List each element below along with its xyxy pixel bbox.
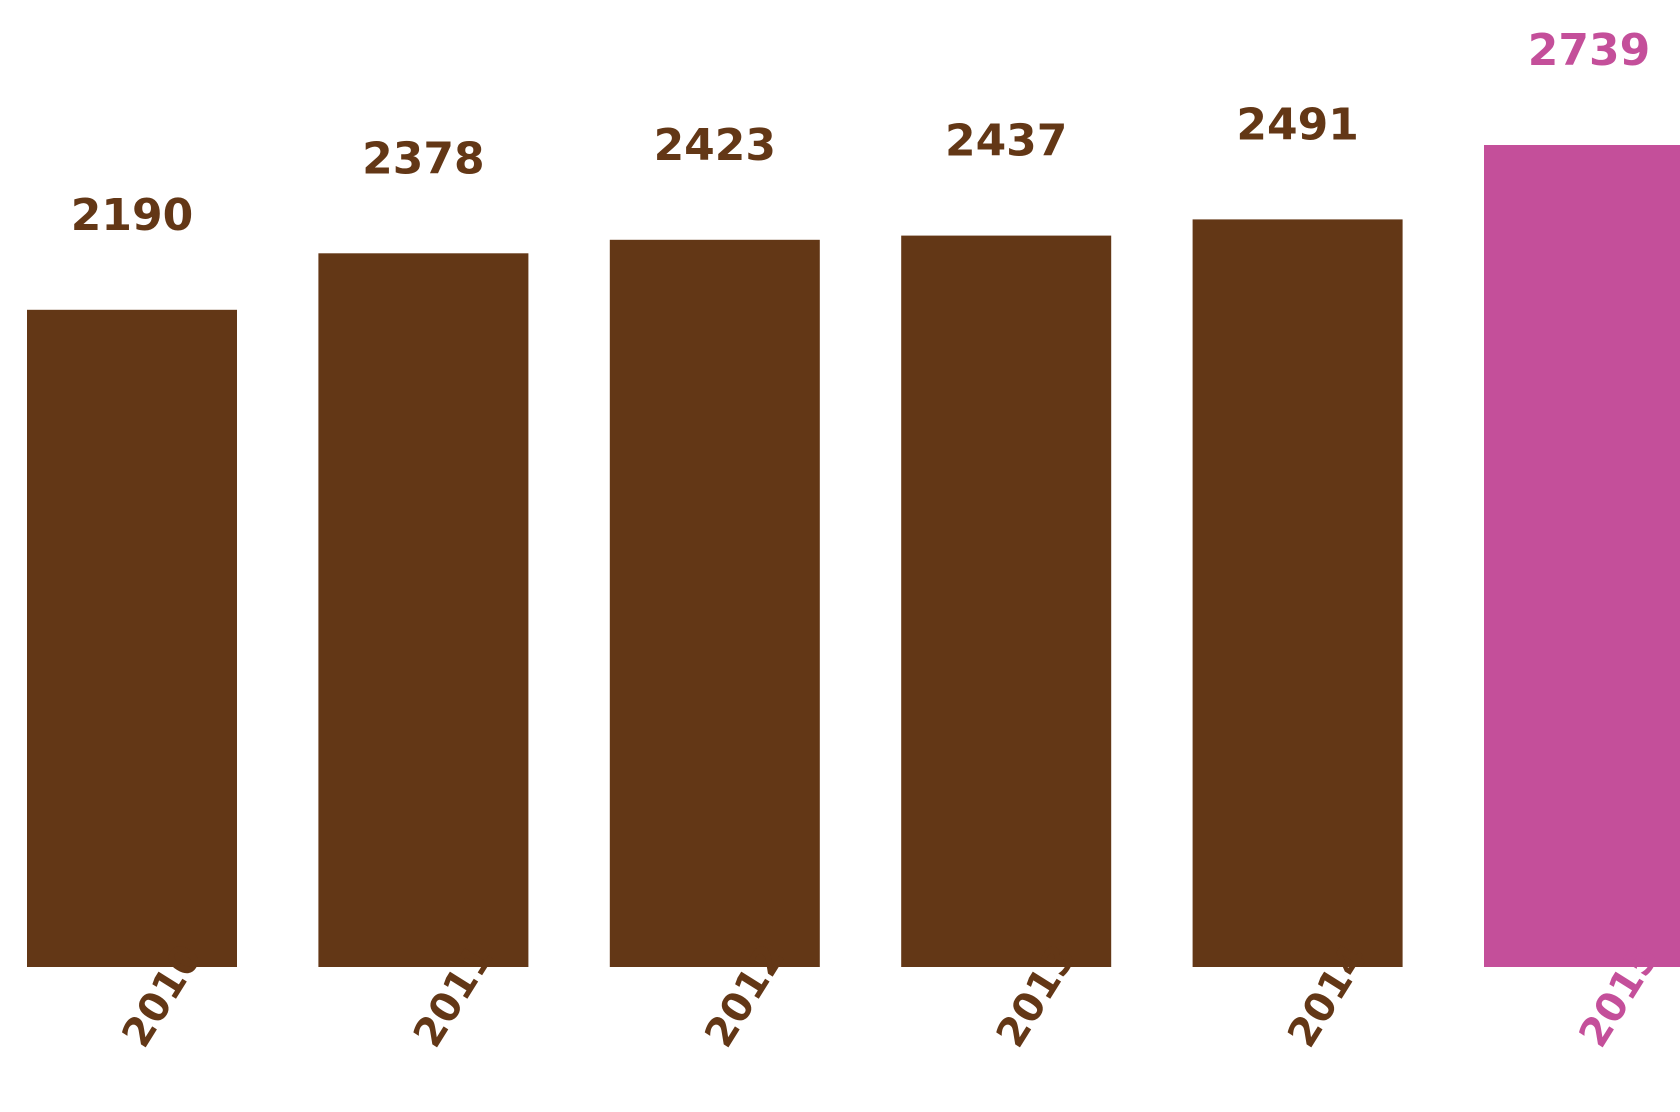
bar-2012: [609, 239, 820, 968]
value-label-2013: 2437: [945, 116, 1067, 167]
value-label-2012: 2423: [654, 120, 776, 171]
bars-group: [27, 145, 1680, 968]
bar-2010: [27, 309, 237, 967]
value-label-2014: 2491: [1236, 99, 1358, 150]
bar-2014: [1192, 219, 1403, 967]
value-label-2011: 2378: [362, 133, 484, 184]
bar-2013: [901, 235, 1112, 968]
value-labels-group: 2190 2378 2423 2437 2491 2739: [71, 25, 1650, 241]
bar-2011: [318, 253, 529, 968]
value-label-2010: 2190: [71, 190, 193, 241]
bar-2015: [1484, 145, 1680, 967]
value-label-2015: 2739: [1528, 25, 1650, 76]
